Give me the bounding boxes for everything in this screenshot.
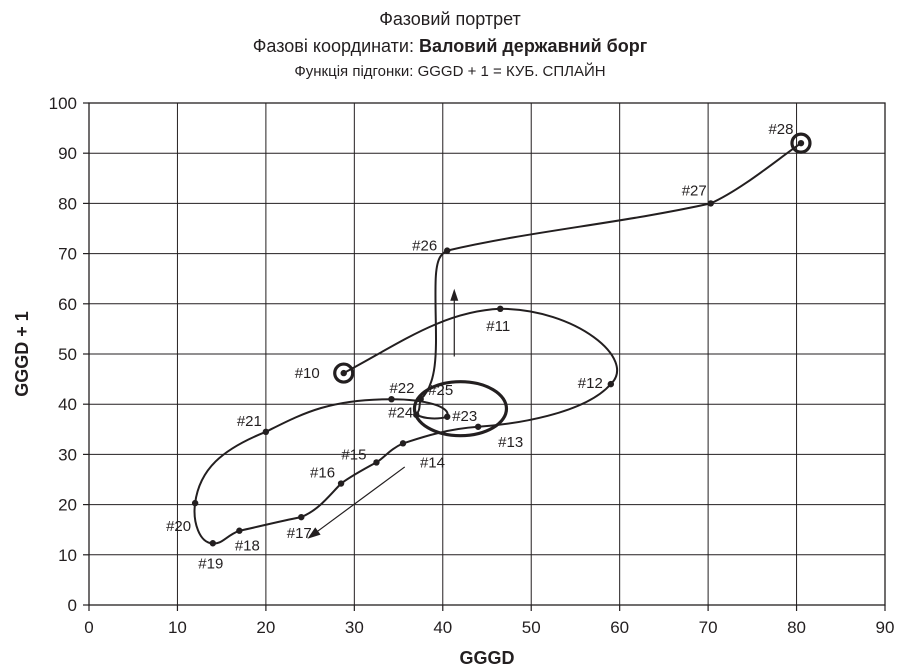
point-marker (444, 247, 451, 254)
x-axis-label: GGGD (459, 648, 514, 668)
point-label: #23 (452, 408, 477, 425)
point-label: #10 (295, 365, 320, 382)
point-label: #21 (237, 413, 262, 430)
point-label: #12 (578, 375, 603, 392)
point-marker (497, 305, 504, 313)
inner-loop-ellipse (412, 380, 509, 438)
y-tick-label: 70 (58, 245, 77, 264)
start-marker-ring (333, 362, 355, 384)
y-tick-label: 0 (68, 596, 77, 615)
x-tick-label: 90 (876, 618, 895, 637)
y-tick-label: 40 (58, 395, 77, 414)
point-marker (236, 527, 243, 534)
point-label: #16 (310, 465, 335, 482)
point-label: #18 (235, 538, 260, 555)
direction-arrow-up (450, 288, 459, 357)
x-tick-label: 0 (84, 618, 93, 637)
y-tick-label: 80 (58, 194, 77, 213)
x-tick-label: 50 (522, 618, 541, 637)
x-tick-label: 40 (433, 618, 452, 637)
point-label: #24 (388, 405, 413, 422)
point-label: #22 (389, 380, 414, 397)
x-tick-label: 20 (256, 618, 275, 637)
point-markers (191, 139, 805, 547)
y-tick-label: 10 (58, 546, 77, 565)
y-tick-label: 60 (58, 295, 77, 314)
point-label: #15 (341, 446, 366, 463)
chart-subtitle: Фазові координати: Валовий державний бор… (253, 36, 648, 56)
point-marker (474, 423, 482, 430)
phase-trajectory-line (193, 142, 802, 545)
point-label: #27 (682, 182, 707, 199)
x-tick-label: 80 (787, 618, 806, 637)
ring (333, 362, 355, 384)
ring (790, 132, 812, 154)
point-marker (399, 440, 407, 447)
point-marker (607, 380, 615, 388)
point-marker (388, 395, 395, 403)
subtitle-prefix: Фазові координати: (253, 36, 419, 56)
point-label: #26 (412, 238, 437, 255)
point-label: #14 (420, 454, 445, 471)
point-label: #13 (498, 434, 523, 451)
x-tick-label: 10 (168, 618, 187, 637)
x-tick-label: 70 (699, 618, 718, 637)
point-label: #19 (198, 555, 223, 572)
y-tick-label: 30 (58, 445, 77, 464)
point-marker (298, 513, 305, 521)
point-label: #28 (768, 121, 793, 138)
y-tick-label: 100 (49, 94, 77, 113)
point-marker (340, 369, 347, 377)
end-marker-ring (790, 132, 812, 154)
subtitle-bold: Валовий державний борг (419, 36, 648, 56)
point-marker (707, 200, 714, 207)
y-axis-ticks: 0 10 20 30 40 50 60 70 80 90 100 (49, 94, 89, 615)
x-axis-ticks: 0 10 20 30 40 50 60 70 80 90 (84, 605, 894, 637)
point-marker (373, 459, 380, 466)
chart-title: Фазовий портрет (379, 9, 521, 29)
chart-fit-function: Функція підгонки: GGGD + 1 = КУБ. СПЛАЙН (294, 62, 605, 80)
y-tick-label: 50 (58, 345, 77, 364)
y-tick-label: 90 (58, 144, 77, 163)
point-label: #17 (287, 525, 312, 542)
grid-lines (89, 103, 885, 605)
x-tick-label: 30 (345, 618, 364, 637)
y-axis-label: GGGD + 1 (12, 311, 32, 397)
point-marker (444, 413, 451, 420)
point-marker (262, 428, 270, 436)
point-label: #11 (486, 318, 510, 335)
point-label: #20 (166, 518, 191, 535)
x-tick-label: 60 (610, 618, 629, 637)
y-tick-label: 20 (58, 496, 77, 515)
point-marker (797, 139, 805, 147)
point-marker (191, 499, 199, 507)
direction-arrow-down-left (307, 466, 406, 539)
point-marker (209, 540, 217, 547)
point-marker (337, 480, 345, 487)
